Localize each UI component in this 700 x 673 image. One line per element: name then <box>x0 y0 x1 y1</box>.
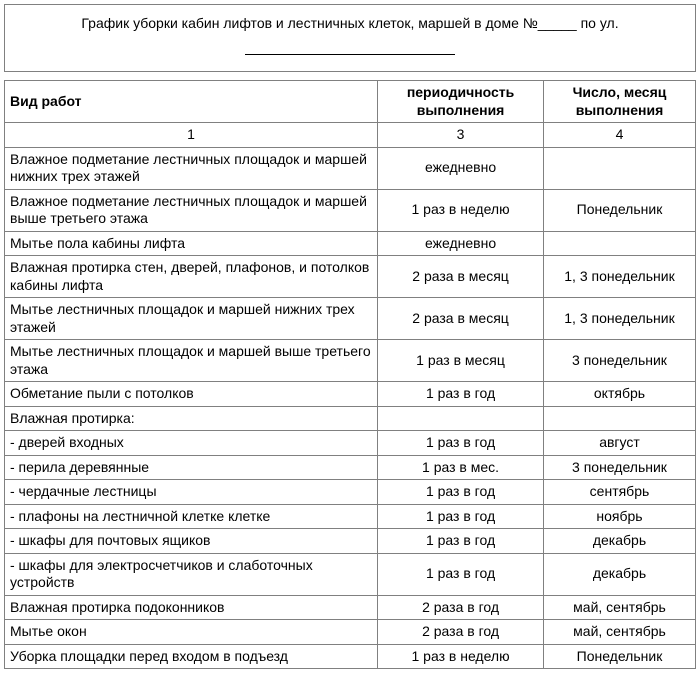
cell-work-type: - дверей входных <box>5 431 378 456</box>
cell-work-type: Влажная протирка стен, дверей, плафонов,… <box>5 256 378 298</box>
cell-date: декабрь <box>543 553 695 595</box>
cell-work-type: - плафоны на лестничной клетке клетке <box>5 504 378 529</box>
cell-date: август <box>543 431 695 456</box>
table-row: Мытье лестничных площадок и маршей нижни… <box>5 298 696 340</box>
cell-frequency: 2 раза в год <box>378 620 544 645</box>
cell-date: 1, 3 понедельник <box>543 256 695 298</box>
cell-frequency: ежедневно <box>378 231 544 256</box>
table-row: Влажное подметание лестничных площадок и… <box>5 147 696 189</box>
table-row: Мытье пола кабины лифтаежедневно <box>5 231 696 256</box>
table-row: - перила деревянные1 раз в мес.3 понедел… <box>5 455 696 480</box>
cell-date: Понедельник <box>543 189 695 231</box>
cell-work-type: Мытье окон <box>5 620 378 645</box>
table-row: - чердачные лестницы1 раз в годсентябрь <box>5 480 696 505</box>
cell-date: декабрь <box>543 529 695 554</box>
table-row: - плафоны на лестничной клетке клетке1 р… <box>5 504 696 529</box>
number-row: 1 3 4 <box>5 123 696 148</box>
cell-frequency: 1 раз в год <box>378 529 544 554</box>
cell-frequency: 1 раз в год <box>378 382 544 407</box>
cell-date <box>543 406 695 431</box>
cell-frequency <box>378 406 544 431</box>
table-row: Влажная протирка стен, дверей, плафонов,… <box>5 256 696 298</box>
schedule-table: Вид работ периодичность выполнения Число… <box>4 80 696 669</box>
table-row: Влажное подметание лестничных площадок и… <box>5 189 696 231</box>
cell-date: май, сентябрь <box>543 620 695 645</box>
cell-date: ноябрь <box>543 504 695 529</box>
cell-date: октябрь <box>543 382 695 407</box>
cell-date <box>543 231 695 256</box>
header-date: Число, месяц выполнения <box>543 81 695 123</box>
cell-date <box>543 147 695 189</box>
cell-work-type: - шкафы для почтовых ящиков <box>5 529 378 554</box>
cell-date: 3 понедельник <box>543 455 695 480</box>
cell-frequency: 1 раз в неделю <box>378 644 544 669</box>
table-row: Влажная протирка: <box>5 406 696 431</box>
title-underline <box>245 41 455 55</box>
cell-frequency: 1 раз в год <box>378 504 544 529</box>
cell-frequency: 2 раза в год <box>378 595 544 620</box>
title-line1: График уборки кабин лифтов и лестничных … <box>81 15 618 31</box>
numcell-2: 3 <box>378 123 544 148</box>
cell-work-type: - шкафы для электросчетчиков и слаботочн… <box>5 553 378 595</box>
header-frequency: периодичность выполнения <box>378 81 544 123</box>
title-box: График уборки кабин лифтов и лестничных … <box>4 4 696 72</box>
header-row: Вид работ периодичность выполнения Число… <box>5 81 696 123</box>
cell-frequency: 1 раз в год <box>378 431 544 456</box>
table-row: Мытье лестничных площадок и маршей выше … <box>5 340 696 382</box>
table-row: Влажная протирка подоконников2 раза в го… <box>5 595 696 620</box>
cell-frequency: 2 раза в месяц <box>378 298 544 340</box>
cell-date: май, сентябрь <box>543 595 695 620</box>
cell-work-type: Влажная протирка: <box>5 406 378 431</box>
cell-frequency: 1 раз в год <box>378 553 544 595</box>
cell-work-type: Обметание пыли с потолков <box>5 382 378 407</box>
cell-work-type: Мытье лестничных площадок и маршей выше … <box>5 340 378 382</box>
cell-work-type: Мытье пола кабины лифта <box>5 231 378 256</box>
header-work-type: Вид работ <box>5 81 378 123</box>
numcell-1: 1 <box>5 123 378 148</box>
cell-date: Понедельник <box>543 644 695 669</box>
cell-date: сентябрь <box>543 480 695 505</box>
cell-date: 1, 3 понедельник <box>543 298 695 340</box>
title-text: График уборки кабин лифтов и лестничных … <box>13 13 687 55</box>
cell-frequency: 1 раз в неделю <box>378 189 544 231</box>
cell-work-type: Уборка площадки перед входом в подъезд <box>5 644 378 669</box>
table-body: Влажное подметание лестничных площадок и… <box>5 147 696 669</box>
table-row: - шкафы для почтовых ящиков1 раз в годде… <box>5 529 696 554</box>
table-row: - шкафы для электросчетчиков и слаботочн… <box>5 553 696 595</box>
cell-frequency: 1 раз в месяц <box>378 340 544 382</box>
cell-work-type: Влажное подметание лестничных площадок и… <box>5 147 378 189</box>
cell-frequency: 1 раз в год <box>378 480 544 505</box>
table-row: - дверей входных1 раз в годавгуст <box>5 431 696 456</box>
cell-frequency: ежедневно <box>378 147 544 189</box>
cell-work-type: - перила деревянные <box>5 455 378 480</box>
table-row: Уборка площадки перед входом в подъезд1 … <box>5 644 696 669</box>
table-row: Обметание пыли с потолков1 раз в годоктя… <box>5 382 696 407</box>
cell-date: 3 понедельник <box>543 340 695 382</box>
cell-work-type: Влажное подметание лестничных площадок и… <box>5 189 378 231</box>
cell-work-type: - чердачные лестницы <box>5 480 378 505</box>
table-row: Мытье окон2 раза в годмай, сентябрь <box>5 620 696 645</box>
cell-work-type: Мытье лестничных площадок и маршей нижни… <box>5 298 378 340</box>
cell-frequency: 1 раз в мес. <box>378 455 544 480</box>
cell-frequency: 2 раза в месяц <box>378 256 544 298</box>
cell-work-type: Влажная протирка подоконников <box>5 595 378 620</box>
numcell-3: 4 <box>543 123 695 148</box>
